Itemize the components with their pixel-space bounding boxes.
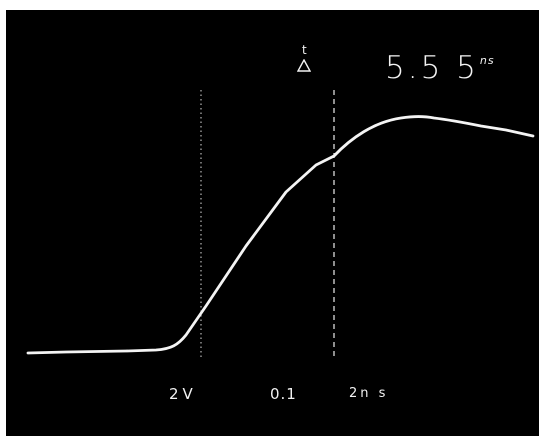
delta-t-letter: t — [302, 43, 307, 57]
vertical-scale-label: 2V — [169, 385, 197, 403]
time-delta-readout: 5.5 5ns — [385, 42, 495, 87]
delta-triangle-icon — [297, 59, 311, 72]
oscilloscope-screen: t 5.5 5ns 2V 0.1 2n s — [6, 10, 539, 436]
time-delta-unit: ns — [479, 54, 495, 67]
timebase-label: 2n s — [349, 386, 389, 401]
delta-t-indicator: t — [297, 44, 313, 78]
waveform-display — [26, 90, 535, 360]
time-delta-value: 5.5 5 — [385, 50, 479, 86]
signal-trace — [26, 115, 535, 355]
cursor-value-label: 0.1 — [270, 385, 297, 403]
